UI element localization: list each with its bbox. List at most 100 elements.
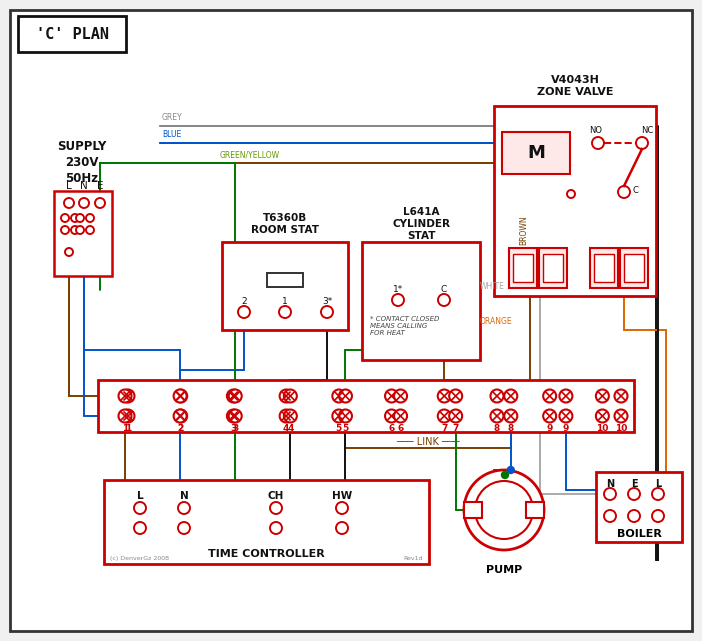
Bar	[509, 248, 537, 288]
Circle shape	[596, 410, 609, 422]
Circle shape	[270, 502, 282, 514]
Circle shape	[438, 390, 451, 403]
Text: 5: 5	[343, 424, 349, 433]
Text: 9: 9	[546, 424, 553, 433]
Bar	[620, 248, 648, 288]
Circle shape	[174, 410, 187, 422]
Circle shape	[61, 214, 69, 222]
Text: 3: 3	[232, 424, 239, 433]
Circle shape	[604, 510, 616, 522]
Text: ─── LINK ───: ─── LINK ───	[397, 437, 460, 447]
Circle shape	[121, 390, 135, 403]
Circle shape	[79, 198, 89, 208]
Circle shape	[339, 390, 352, 403]
Circle shape	[178, 502, 190, 514]
Circle shape	[592, 137, 604, 149]
Circle shape	[284, 410, 297, 422]
Circle shape	[332, 390, 345, 403]
Circle shape	[559, 390, 572, 403]
Circle shape	[71, 226, 79, 234]
Circle shape	[86, 214, 94, 222]
Bar	[594, 254, 614, 282]
Text: 3: 3	[230, 424, 237, 433]
Text: Rev1d: Rev1d	[404, 556, 423, 561]
Circle shape	[475, 481, 533, 539]
Circle shape	[229, 390, 241, 403]
Text: 7: 7	[441, 424, 447, 433]
Circle shape	[321, 306, 333, 318]
Bar	[624, 254, 644, 282]
Circle shape	[559, 410, 572, 422]
Circle shape	[173, 390, 187, 403]
Circle shape	[238, 306, 250, 318]
Circle shape	[489, 497, 499, 507]
Text: 2: 2	[241, 297, 247, 306]
Bar	[539, 248, 567, 288]
Bar	[464, 502, 482, 518]
Circle shape	[385, 410, 398, 422]
Circle shape	[491, 410, 503, 422]
Circle shape	[501, 472, 508, 478]
Text: 9: 9	[563, 424, 569, 433]
Bar	[513, 254, 533, 282]
Circle shape	[119, 390, 131, 403]
Circle shape	[449, 410, 462, 422]
Bar	[502, 132, 570, 174]
Circle shape	[614, 390, 628, 403]
Text: N: N	[180, 491, 188, 501]
Circle shape	[449, 390, 462, 403]
Circle shape	[134, 522, 146, 534]
Circle shape	[464, 470, 544, 550]
Bar	[98, 380, 634, 432]
Circle shape	[596, 390, 609, 403]
Text: CH: CH	[267, 491, 284, 501]
Text: V4043H
ZONE VALVE: V4043H ZONE VALVE	[537, 75, 614, 97]
Text: E: E	[502, 513, 508, 523]
Bar	[543, 254, 563, 282]
Text: HW: HW	[332, 491, 352, 501]
Text: WHITE: WHITE	[480, 282, 505, 291]
Text: 6: 6	[397, 424, 404, 433]
Circle shape	[504, 390, 517, 403]
Text: L: L	[66, 181, 72, 191]
Text: 'C' PLAN: 'C' PLAN	[36, 26, 109, 42]
Circle shape	[508, 467, 515, 474]
Circle shape	[227, 410, 240, 422]
Text: N: N	[606, 479, 614, 489]
Text: E: E	[97, 181, 103, 191]
Bar	[590, 248, 618, 288]
Circle shape	[76, 214, 84, 222]
Bar	[526, 502, 544, 518]
Text: L: L	[513, 513, 519, 523]
Bar	[104, 480, 429, 564]
Text: 1: 1	[122, 424, 128, 433]
Circle shape	[392, 294, 404, 306]
Bar	[267, 273, 303, 287]
Circle shape	[385, 390, 398, 403]
Circle shape	[86, 226, 94, 234]
Circle shape	[270, 522, 282, 534]
Circle shape	[618, 186, 630, 198]
Circle shape	[339, 410, 352, 422]
Text: 2: 2	[178, 424, 184, 433]
Circle shape	[174, 390, 187, 403]
Circle shape	[614, 410, 628, 422]
Text: BLUE: BLUE	[162, 130, 181, 139]
Text: 8: 8	[494, 424, 500, 433]
Circle shape	[121, 410, 135, 422]
Text: 2: 2	[177, 424, 183, 433]
Circle shape	[567, 190, 575, 198]
Text: T6360B
ROOM STAT: T6360B ROOM STAT	[251, 213, 319, 235]
Circle shape	[71, 214, 79, 222]
Bar	[222, 242, 348, 330]
Text: * CONTACT CLOSED
MEANS CALLING
FOR HEAT: * CONTACT CLOSED MEANS CALLING FOR HEAT	[370, 316, 439, 336]
Text: 10: 10	[596, 424, 609, 433]
Circle shape	[65, 248, 73, 256]
Circle shape	[511, 497, 521, 507]
Circle shape	[438, 294, 450, 306]
Circle shape	[227, 390, 240, 403]
Text: M: M	[527, 144, 545, 162]
Text: C: C	[632, 186, 638, 195]
Circle shape	[178, 522, 190, 534]
Circle shape	[652, 488, 664, 500]
